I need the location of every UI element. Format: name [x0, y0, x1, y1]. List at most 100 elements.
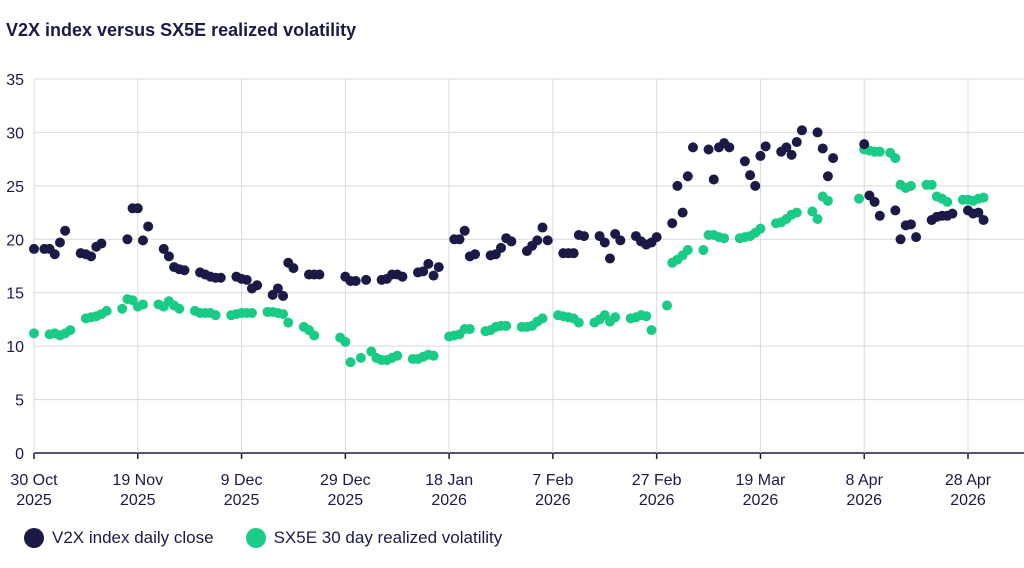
v2x-point — [791, 137, 802, 148]
sx5e-point — [719, 233, 730, 244]
x-tick-label: 9 Dec — [221, 472, 263, 489]
v2x-point — [682, 171, 693, 182]
v2x-point — [215, 272, 226, 283]
sx5e-point — [278, 309, 289, 320]
legend-item-v2x[interactable]: V2X index daily close — [24, 528, 214, 548]
v2x-point — [651, 232, 662, 243]
x-tick-label: 8 Apr — [846, 472, 884, 489]
y-tick-label: 25 — [6, 179, 24, 196]
v2x-point — [122, 234, 133, 245]
v2x-point — [459, 225, 470, 236]
sx5e-point — [890, 153, 901, 164]
v2x-point — [895, 234, 906, 245]
sx5e-point — [340, 336, 351, 347]
v2x-point — [54, 237, 65, 248]
v2x-point — [672, 180, 683, 191]
legend-swatch-sx5e — [245, 528, 266, 548]
sx5e-point — [210, 310, 221, 321]
x-tick-year: 2026 — [743, 492, 779, 509]
sx5e-point — [807, 206, 818, 217]
v2x-point — [859, 139, 870, 150]
v2x-point — [724, 142, 735, 153]
sx5e-point — [501, 320, 512, 331]
sx5e-point — [464, 324, 475, 335]
legend-label-sx5e: SX5E 30 day realized volatility — [273, 528, 503, 547]
v2x-point — [579, 231, 590, 242]
sx5e-point — [610, 312, 621, 323]
v2x-point — [978, 215, 989, 226]
v2x-point — [423, 258, 434, 269]
v2x-point — [739, 156, 750, 167]
gridlines — [33, 78, 1024, 459]
v2x-point — [143, 221, 154, 232]
v2x-point — [433, 262, 444, 273]
legend-item-sx5e[interactable]: SX5E 30 day realized volatility — [245, 528, 503, 548]
v2x-point — [241, 274, 252, 285]
sx5e-point — [942, 196, 953, 207]
v2x-point — [288, 263, 299, 274]
x-tick-label: 19 Mar — [736, 472, 786, 489]
v2x-point — [361, 274, 372, 285]
v2x-point — [703, 144, 714, 155]
v2x-point — [350, 275, 361, 286]
v2x-point — [278, 290, 289, 301]
y-tick-label: 35 — [6, 72, 24, 89]
sx5e-point — [812, 213, 823, 224]
sx5e-point — [392, 350, 403, 361]
v2x-point — [874, 210, 885, 221]
sx5e-point — [101, 305, 112, 316]
y-tick-label: 5 — [15, 393, 24, 410]
v2x-point — [60, 225, 71, 236]
sx5e-point — [174, 303, 185, 314]
v2x-point — [817, 143, 828, 154]
v2x-point — [755, 150, 766, 161]
sx5e-point — [926, 179, 937, 190]
v2x-point — [29, 243, 39, 254]
v2x-point — [796, 125, 807, 136]
v2x-point — [454, 234, 465, 245]
v2x-point — [163, 251, 174, 262]
legend: V2X index daily close SX5E 30 day realiz… — [24, 528, 534, 548]
v2x-point — [947, 208, 958, 219]
v2x-point — [158, 243, 169, 254]
v2x-point — [532, 235, 543, 246]
sx5e-point — [137, 299, 148, 310]
v2x-point — [973, 207, 984, 218]
x-axis-ticks: 30 Oct 2025 19 Nov 2025 9 Dec 2025 29 Dec 2025 1… — [10, 472, 991, 509]
v2x-point — [179, 265, 190, 276]
x-tick-label: 30 Oct — [10, 472, 58, 489]
v2x-point — [760, 141, 771, 152]
sx5e-point — [641, 311, 652, 322]
v2x-point — [828, 153, 839, 164]
v2x-point — [822, 171, 833, 182]
v2x-point — [667, 218, 678, 229]
sx5e-point — [117, 303, 128, 314]
v2x-point — [418, 266, 429, 277]
x-tick-label: 7 Feb — [532, 472, 573, 489]
x-tick-year: 2026 — [431, 492, 467, 509]
y-axis-ticks: 0 5 10 15 20 25 30 35 — [6, 72, 24, 463]
v2x-point — [506, 236, 517, 247]
v2x-point — [708, 174, 719, 185]
sx5e-point — [755, 223, 766, 234]
v2x-point — [905, 219, 916, 230]
y-tick-label: 15 — [6, 286, 24, 303]
sx5e-point — [905, 180, 916, 191]
legend-swatch-v2x — [24, 528, 44, 548]
sx5e-point — [246, 308, 257, 319]
v2x-point — [604, 253, 615, 264]
sx5e-point — [874, 146, 885, 157]
x-tick-label: 18 Jan — [425, 472, 473, 489]
v2x-point — [272, 283, 283, 294]
y-tick-label: 30 — [6, 125, 24, 142]
sx5e-point — [978, 192, 989, 203]
sx5e-point — [662, 300, 673, 311]
y-tick-label: 10 — [6, 339, 24, 356]
v2x-point — [599, 237, 610, 248]
v2x-point — [49, 249, 60, 260]
y-tick-label: 20 — [6, 232, 24, 249]
v2x-point — [890, 205, 901, 216]
sx5e-point — [428, 350, 439, 361]
v2x-point — [86, 251, 97, 262]
